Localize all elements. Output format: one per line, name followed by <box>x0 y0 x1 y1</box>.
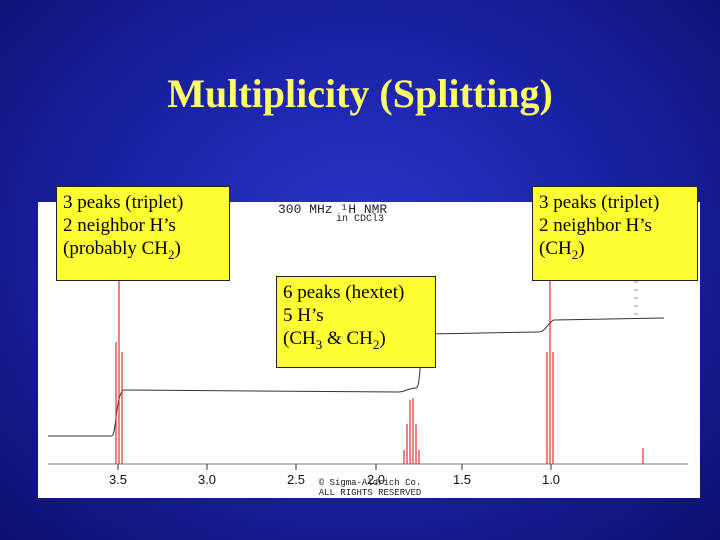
callout-line: (probably CH2) <box>63 238 181 262</box>
spectrum-plot <box>48 252 688 470</box>
ruler-ticks <box>634 281 638 315</box>
callout-line: 2 neighbor H’s <box>539 215 652 236</box>
tick-label: 3.0 <box>197 472 217 487</box>
peaks <box>115 252 644 464</box>
callout-line: 3 peaks (triplet) <box>63 192 184 213</box>
slide-title: Multiplicity (Splitting) <box>167 71 553 116</box>
copyright-notice: © Sigma-Aldrich Co. ALL RIGHTS RESERVED <box>270 478 470 498</box>
callout-left: 3 peaks (triplet) 2 neighbor H’s (probab… <box>56 186 230 281</box>
callout-line: (CH3 & CH2) <box>283 328 386 352</box>
tick-label: 1.5 <box>452 472 472 487</box>
tick-label: 1.0 <box>541 472 561 487</box>
callout-line: 3 peaks (triplet) <box>539 192 660 213</box>
tick-label: 2.5 <box>286 472 306 487</box>
callout-line: 5 H’s <box>283 305 324 326</box>
spectrum-solvent: in CDCl3 <box>336 214 385 225</box>
tick-label: 3.5 <box>108 472 128 487</box>
callout-right: 3 peaks (triplet) 2 neighbor H’s (CH2) <box>532 186 698 281</box>
tick-label: 2.0 <box>366 472 386 487</box>
callout-line: 6 peaks (hextet) <box>283 282 405 303</box>
copyright-line: © Sigma-Aldrich Co. <box>318 478 422 488</box>
spectrum-header: 300 MHz ¹H NMR <box>278 202 388 217</box>
callout-line: (CH2) <box>539 238 585 262</box>
copyright-line: ALL RIGHTS RESERVED <box>318 488 422 498</box>
callout-line: 2 neighbor H’s <box>63 215 176 236</box>
callout-middle: 6 peaks (hextet) 5 H’s (CH3 & CH2) <box>276 276 436 368</box>
axis-ticks <box>117 464 552 470</box>
